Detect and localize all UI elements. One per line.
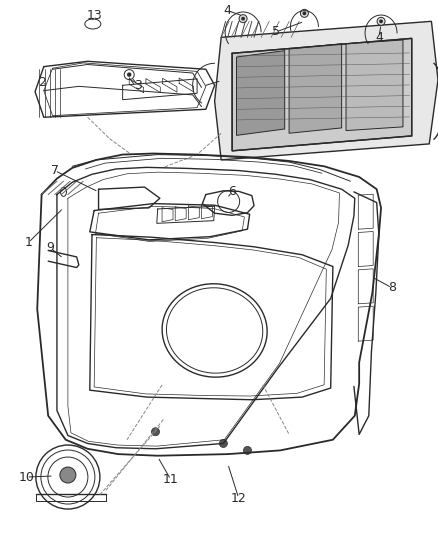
Text: 6: 6 [228,185,236,198]
Polygon shape [289,44,342,133]
Circle shape [219,439,227,448]
Text: 12: 12 [231,492,247,505]
Text: 4: 4 [224,4,232,17]
Text: 1: 1 [25,236,32,249]
Polygon shape [215,21,438,160]
Circle shape [303,12,306,14]
Polygon shape [346,40,403,131]
Text: 2: 2 [38,76,46,89]
Circle shape [152,427,159,436]
Circle shape [128,73,131,76]
Text: 3: 3 [134,79,142,92]
Text: 8: 8 [388,281,396,294]
Circle shape [242,18,244,20]
Text: 13: 13 [86,10,102,22]
Text: 9: 9 [46,241,54,254]
Circle shape [239,14,247,23]
Polygon shape [232,38,412,151]
Circle shape [380,20,382,22]
Text: 7: 7 [51,164,59,177]
Text: 5: 5 [272,26,280,38]
Circle shape [244,446,251,455]
Circle shape [60,467,76,483]
Text: 10: 10 [18,471,34,483]
Text: 4: 4 [375,31,383,44]
Circle shape [377,17,385,26]
Polygon shape [237,51,285,135]
Circle shape [300,9,308,18]
Text: 11: 11 [163,473,179,486]
